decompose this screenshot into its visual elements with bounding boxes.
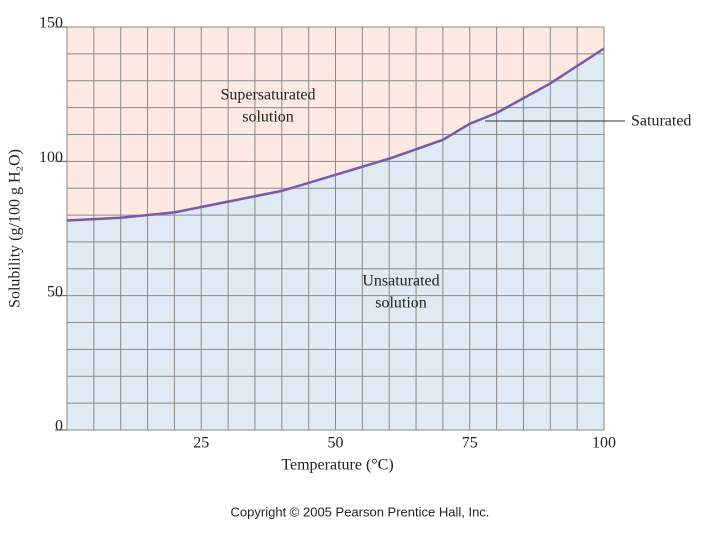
y-tick-label: 150 — [39, 15, 63, 32]
y-tick-label: 50 — [47, 283, 63, 300]
x-tick-label: 75 — [462, 435, 478, 452]
x-tick-label: 100 — [592, 435, 616, 452]
x-axis-label: Temperature (°C) — [281, 457, 393, 474]
annotation: solution — [242, 109, 294, 126]
annotation: solution — [375, 295, 427, 312]
footer: Copyright © 2005 Pearson Prentice Hall, … — [231, 504, 490, 519]
y-tick-label: 0 — [55, 418, 63, 435]
annotation: Supersaturated — [220, 87, 315, 104]
x-tick-label: 25 — [193, 435, 209, 452]
annotation: Unsaturated — [362, 273, 439, 290]
y-tick-label: 100 — [39, 149, 63, 166]
series-label: Saturated — [631, 113, 691, 130]
line — [66, 47, 605, 222]
y-axis-label: Solubility (g/100 g H₂O) — [7, 149, 24, 308]
x-tick-label: 50 — [328, 435, 344, 452]
